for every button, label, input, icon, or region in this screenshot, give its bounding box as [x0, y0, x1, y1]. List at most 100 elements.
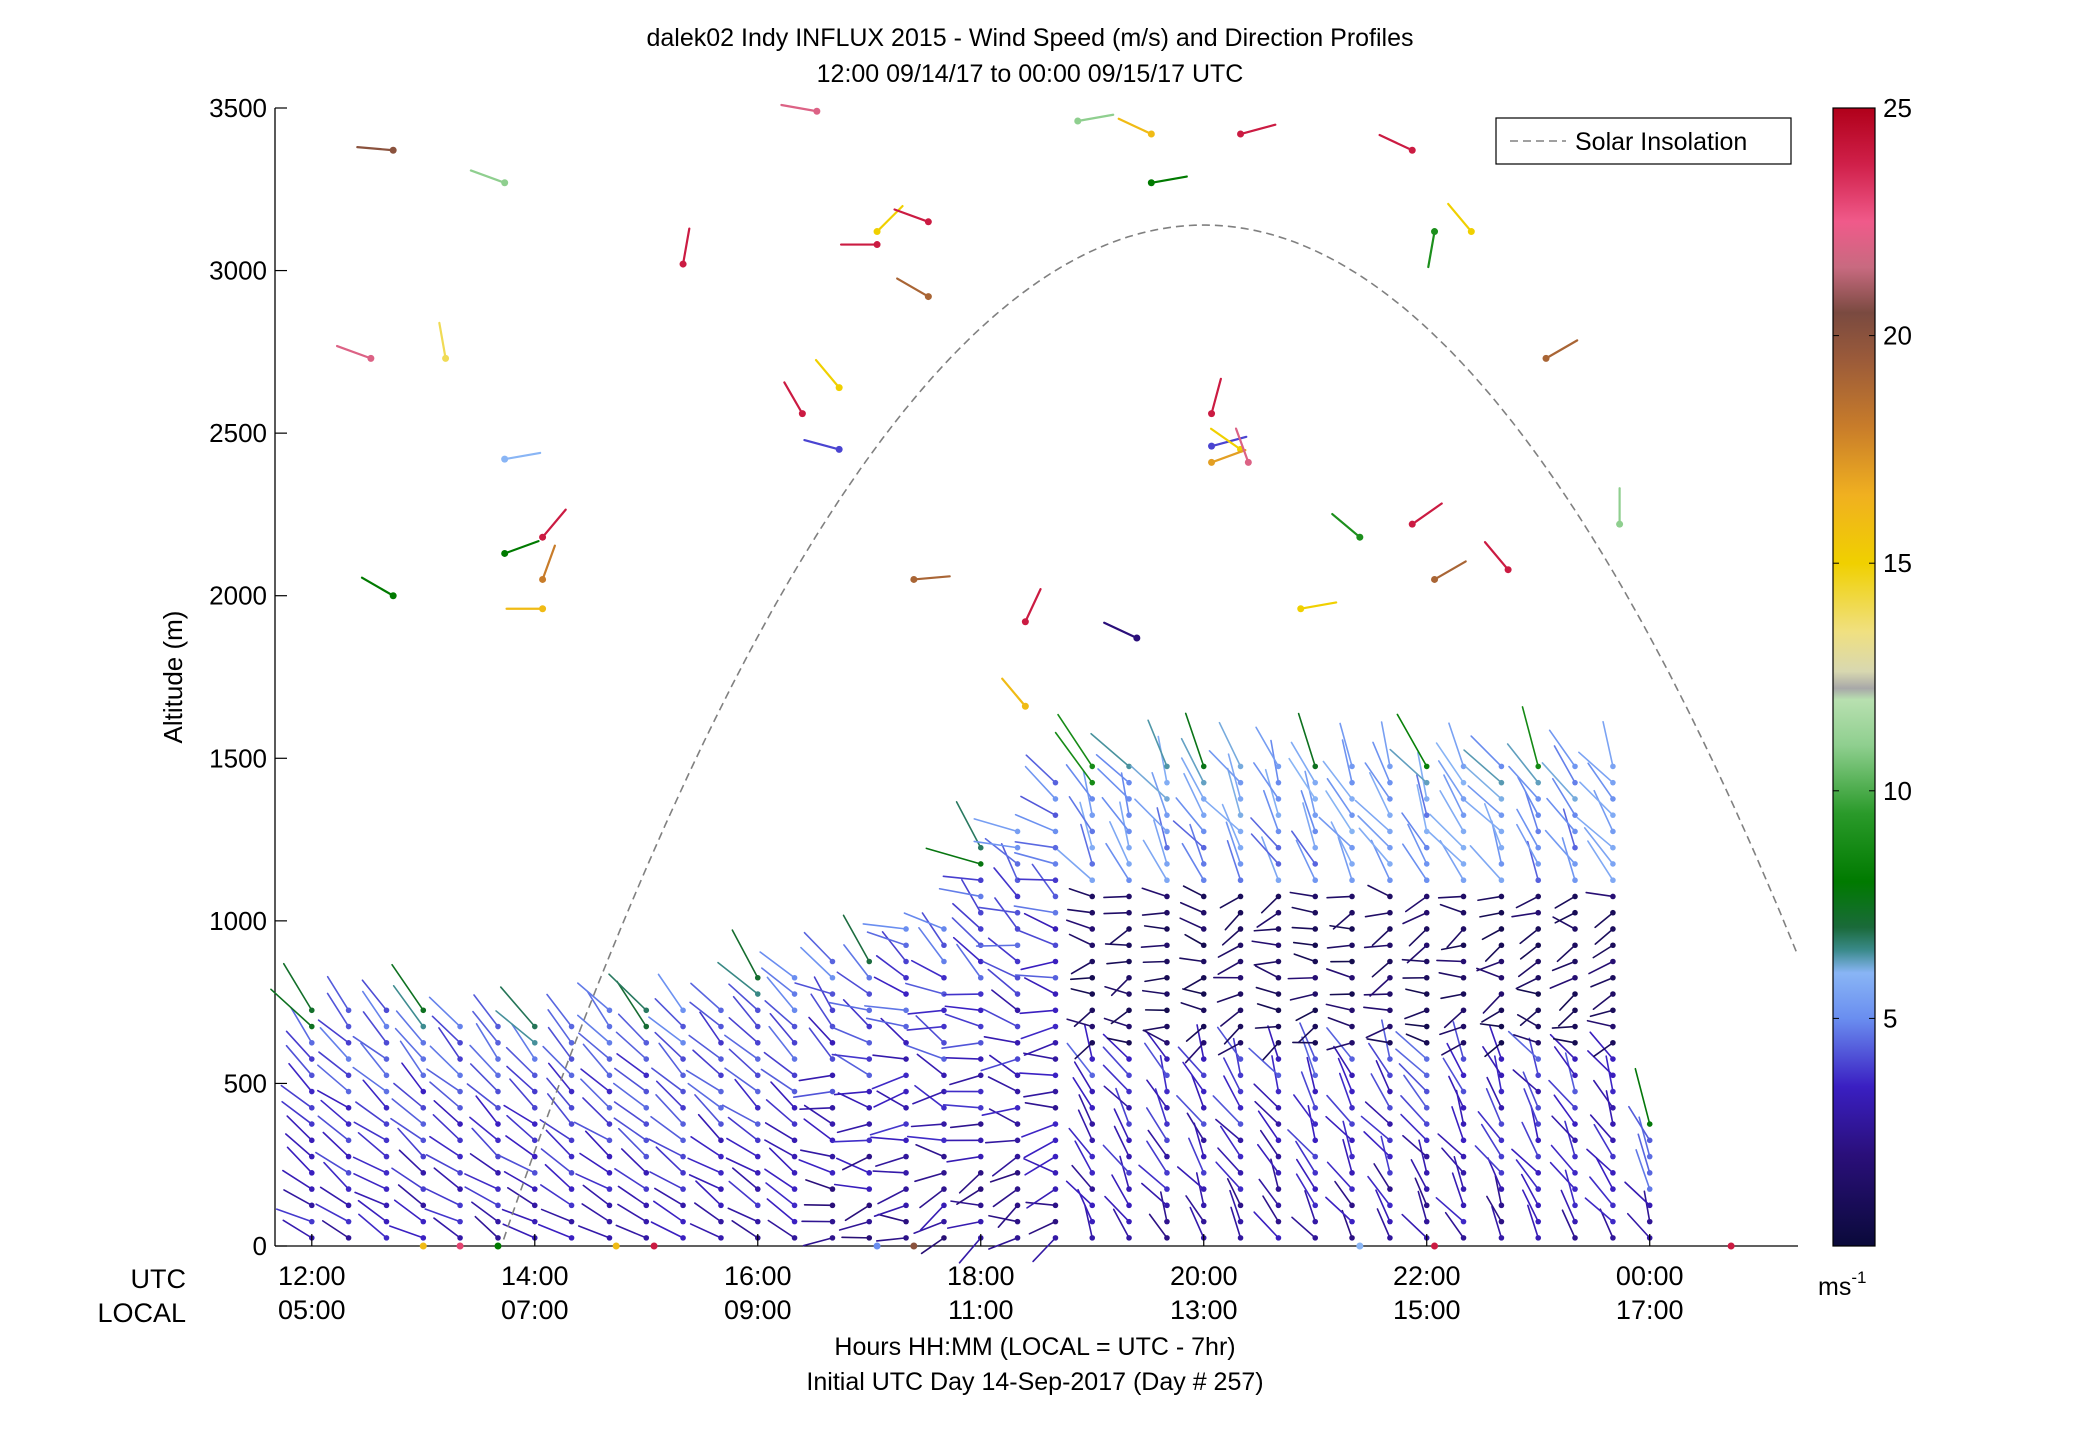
barb-point [1349, 1040, 1355, 1046]
barb-point [643, 1007, 649, 1013]
barb-point [1053, 1007, 1059, 1013]
barb-point [941, 975, 947, 981]
barb-point [755, 1024, 761, 1030]
barb-point [978, 1186, 984, 1192]
barb-point [532, 1154, 538, 1160]
barb-shaft [1104, 913, 1129, 914]
barb-point [1089, 942, 1095, 948]
barb-point [1424, 942, 1430, 948]
barb-point [1610, 926, 1616, 932]
barb-point [532, 1121, 538, 1127]
barb-shaft [1437, 960, 1464, 961]
y-axis-label: Altitude (m) [158, 611, 188, 744]
barb-point [1276, 1235, 1282, 1241]
barb-point [1164, 894, 1170, 900]
barb-point [384, 1007, 390, 1013]
barb-point [680, 1235, 686, 1241]
barb-point [1535, 1007, 1541, 1013]
barb-point [1610, 910, 1616, 916]
barb-point [1349, 959, 1355, 965]
barb-point [1499, 894, 1505, 900]
barb-point [1610, 1040, 1616, 1046]
barb-point [420, 1121, 426, 1127]
barb-point [1424, 1219, 1430, 1225]
barb-point [569, 1073, 575, 1079]
barb-point [680, 1105, 686, 1111]
barb-point [1424, 991, 1430, 997]
barb-point [1572, 829, 1578, 835]
barb-point [1164, 959, 1170, 965]
barb-point [1201, 1024, 1207, 1030]
barb-point [1238, 942, 1244, 948]
barb-point [346, 1056, 352, 1062]
barb-point [1126, 1170, 1132, 1176]
barb-point [941, 942, 947, 948]
barb-point [495, 1089, 501, 1095]
barb-point [1387, 1105, 1393, 1111]
barb-point [1164, 926, 1170, 932]
barb-point [420, 1089, 426, 1095]
barb-point [1387, 1203, 1393, 1209]
barb-point [1276, 1105, 1282, 1111]
barb-point [1572, 764, 1578, 770]
barb-point [830, 1007, 836, 1013]
barb-point [1089, 975, 1095, 981]
barb-point [1126, 1138, 1132, 1144]
barb-point [1126, 1186, 1132, 1192]
barb-point [978, 910, 984, 916]
barb-point [1349, 1154, 1355, 1160]
barb-point [792, 1186, 798, 1192]
barb-point [1201, 1170, 1207, 1176]
barb-point [1572, 1040, 1578, 1046]
barb-point [1535, 1024, 1541, 1030]
barb-point [1276, 812, 1282, 818]
barb-point [1238, 1235, 1244, 1241]
surface-marker [1728, 1243, 1735, 1250]
surface-marker [613, 1243, 620, 1250]
barb-point [1238, 894, 1244, 900]
barb-point [420, 1073, 426, 1079]
barb-point [532, 1138, 538, 1144]
barb-point [1164, 975, 1170, 981]
barb-point [643, 1186, 649, 1192]
barb-point [792, 1219, 798, 1225]
barb-point [1312, 959, 1318, 965]
barb-point [384, 1040, 390, 1046]
barb-point [718, 1073, 724, 1079]
barb-point [1164, 1056, 1170, 1062]
barb-point [1505, 566, 1512, 573]
barb-point [1387, 910, 1393, 916]
barb-point [1015, 959, 1021, 965]
colorbar-unit-superscript: -1 [1851, 1268, 1866, 1287]
barb-point [1276, 764, 1282, 770]
barb-point [420, 1056, 426, 1062]
barb-point [384, 1235, 390, 1241]
barb-point [1312, 812, 1318, 818]
barb-point [1387, 845, 1393, 851]
barb-point [1387, 991, 1393, 997]
barb-point [866, 959, 872, 965]
surface-marker [1356, 1243, 1363, 1250]
x-tick-label-local: 13:00 [1170, 1295, 1238, 1325]
barb-point [1409, 147, 1416, 154]
barb-point [1089, 894, 1095, 900]
barb-point [495, 1170, 501, 1176]
barb-point [866, 1186, 872, 1192]
barb-point [755, 1040, 761, 1046]
barb-point [1572, 959, 1578, 965]
barb-point [866, 1056, 872, 1062]
barb-point [1610, 894, 1616, 900]
barb-point [607, 1105, 613, 1111]
barb-point [1610, 1170, 1616, 1176]
barb-point [384, 1105, 390, 1111]
barb-point [903, 1154, 909, 1160]
barb-point [1126, 861, 1132, 867]
barb-point [1089, 1007, 1095, 1013]
barb-point [718, 1040, 724, 1046]
barb-point [792, 1138, 798, 1144]
barb-point [680, 1056, 686, 1062]
barb-point [1499, 780, 1505, 786]
barb-point [1312, 1040, 1318, 1046]
